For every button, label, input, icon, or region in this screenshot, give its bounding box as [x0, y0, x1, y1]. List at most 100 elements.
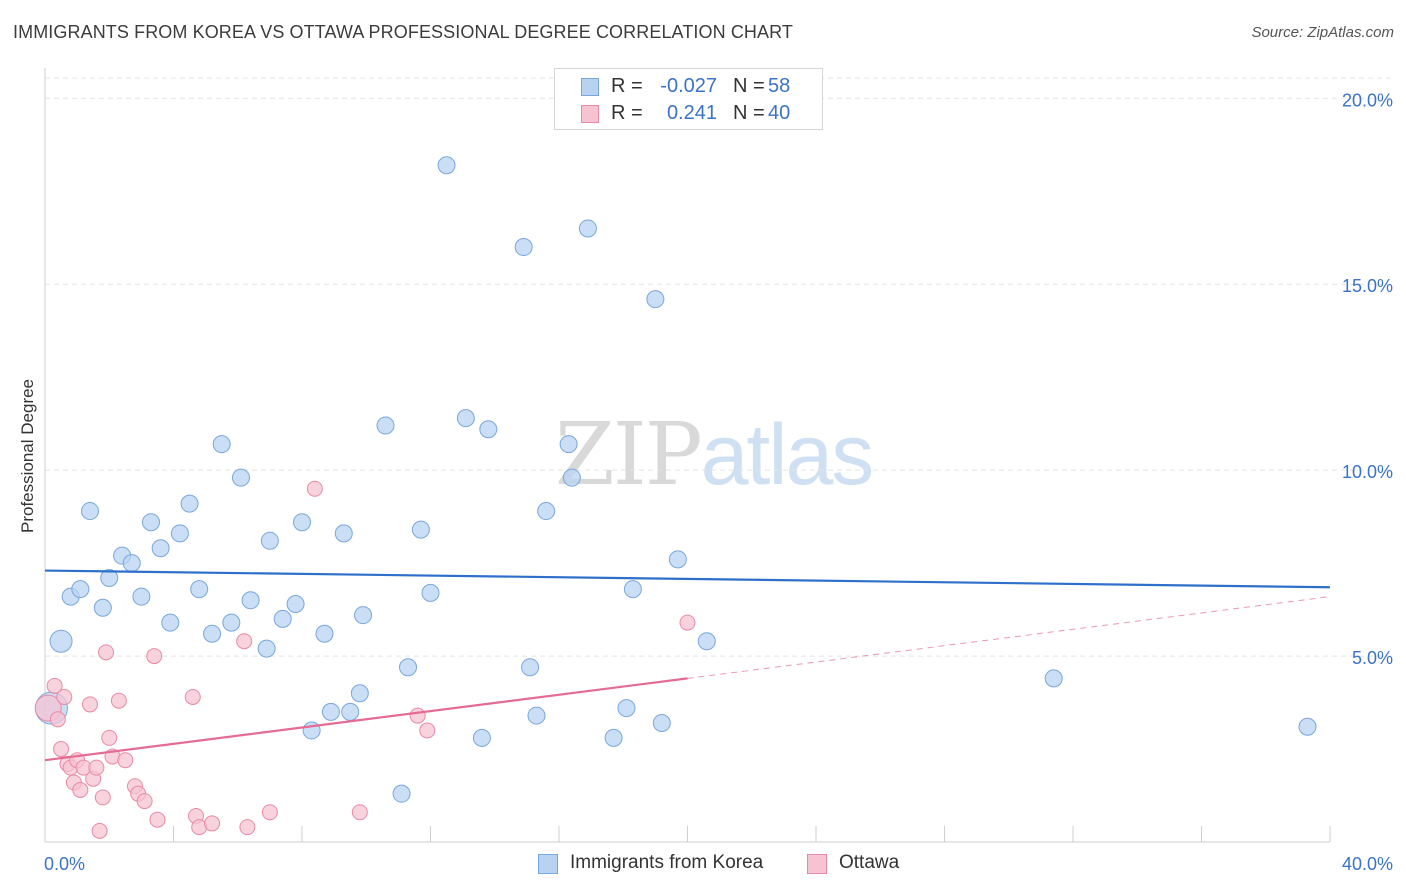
chart-title: IMMIGRANTS FROM KOREA VS OTTAWA PROFESSI…: [13, 22, 793, 42]
korea-point: [456, 409, 475, 428]
legend-r-value: -0.027: [660, 75, 717, 97]
korea-point: [142, 513, 161, 532]
korea-point: [49, 629, 73, 653]
korea-point: [479, 420, 498, 439]
ottawa-point: [53, 741, 70, 758]
korea-point: [212, 435, 231, 454]
ottawa-point: [91, 822, 108, 839]
series-swatch-korea: [538, 854, 558, 874]
series-swatch-ottawa: [807, 854, 827, 874]
ottawa-point: [149, 811, 166, 828]
korea-point: [1044, 669, 1063, 688]
ottawa-point: [46, 677, 63, 694]
korea-point: [421, 583, 440, 602]
korea-point: [562, 468, 581, 487]
ottawa-point: [101, 729, 118, 746]
korea-point: [411, 520, 430, 539]
korea-point: [93, 598, 112, 617]
korea-point: [80, 502, 99, 521]
ottawa-point: [88, 759, 105, 776]
korea-point: [161, 613, 180, 632]
korea-point: [151, 539, 170, 558]
korea-point: [623, 580, 642, 599]
series-legend: Immigrants from Korea Ottawa: [0, 852, 1406, 878]
korea-point: [241, 591, 260, 610]
ottawa-point: [81, 696, 98, 713]
korea-point: [132, 587, 151, 606]
korea-point: [334, 524, 353, 543]
korea-point: [392, 784, 411, 803]
korea-point: [315, 624, 334, 643]
y-axis-label: Professional Degree: [18, 378, 37, 534]
y-tick-label: 5.0%: [1352, 648, 1393, 668]
legend-r-value: 0.241: [666, 102, 717, 124]
korea-point: [321, 702, 340, 721]
source-label: Source: ZipAtlas.com: [1251, 24, 1394, 41]
correlation-legend: R = -0.027 N = 58 R = 0.241 N = 40: [554, 68, 823, 130]
korea-point: [437, 156, 456, 175]
ottawa-point: [261, 804, 278, 821]
korea-point: [350, 684, 369, 703]
y-tick-label: 15.0%: [1342, 276, 1393, 296]
ottawa-point: [679, 614, 696, 631]
y-tick-label: 10.0%: [1342, 462, 1393, 482]
series-label-ottawa: Ottawa: [839, 852, 900, 873]
ottawa-trend-extension: [687, 596, 1331, 679]
ottawa-point: [146, 648, 163, 665]
series-label-korea: Immigrants from Korea: [570, 852, 764, 873]
legend-swatch-ottawa: [581, 105, 599, 123]
korea-point: [286, 595, 305, 614]
korea-point: [122, 554, 141, 573]
korea-point: [341, 702, 360, 721]
ottawa-point: [94, 789, 111, 806]
ottawa-point: [110, 692, 127, 709]
korea-point: [260, 531, 279, 550]
ottawa-point: [236, 633, 253, 650]
korea-point: [231, 468, 250, 487]
korea-point: [180, 494, 199, 513]
ottawa-point: [419, 722, 436, 739]
korea-point: [697, 632, 716, 651]
korea-point: [668, 550, 687, 569]
korea-point: [1298, 717, 1317, 736]
korea-point: [472, 728, 491, 747]
korea-point: [170, 524, 189, 543]
korea-trend-line: [44, 569, 1331, 589]
korea-point: [559, 435, 578, 454]
korea-point: [527, 706, 546, 725]
legend-r-label: R =: [611, 102, 643, 124]
ottawa-point: [351, 804, 368, 821]
korea-point: [521, 658, 540, 677]
ottawa-point: [98, 644, 115, 661]
ottawa-point: [204, 815, 221, 832]
ottawa-point: [56, 688, 73, 705]
korea-point: [203, 624, 222, 643]
legend-swatch-korea: [581, 78, 599, 96]
ottawa-point: [72, 781, 89, 798]
korea-point: [222, 613, 241, 632]
korea-point: [604, 728, 623, 747]
x-tick-label: 40.0%: [1342, 854, 1393, 874]
x-tick-label: 0.0%: [44, 854, 85, 874]
korea-point: [190, 580, 209, 599]
ottawa-point: [184, 688, 201, 705]
korea-point: [537, 502, 556, 521]
korea-point: [293, 513, 311, 532]
korea-point: [273, 609, 292, 628]
korea-point: [652, 714, 671, 733]
korea-point: [71, 580, 90, 599]
ottawa-point: [306, 480, 323, 497]
legend-n-value: 40: [768, 102, 791, 124]
korea-point: [578, 219, 597, 238]
ottawa-trend-line: [44, 677, 688, 762]
korea-point: [354, 606, 373, 625]
ottawa-point: [117, 752, 134, 769]
korea-point: [376, 416, 395, 435]
korea-point: [257, 639, 276, 658]
korea-point: [399, 658, 418, 677]
legend-n-label: N =: [733, 102, 765, 124]
korea-point: [514, 238, 533, 257]
legend-n-label: N =: [733, 75, 765, 97]
ottawa-point: [239, 819, 256, 836]
legend-n-value: 58: [768, 75, 791, 97]
